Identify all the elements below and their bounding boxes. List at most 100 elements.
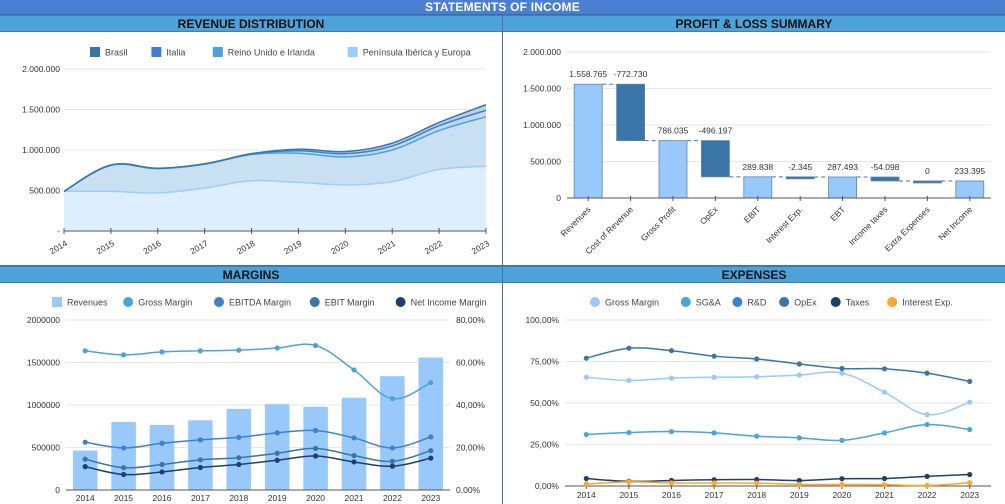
data-point (839, 476, 845, 482)
x-tick-label: Gross Profit (639, 204, 678, 243)
data-point (389, 463, 395, 469)
line-ebitda-margin (85, 429, 432, 449)
x-tick-label: 2018 (229, 493, 248, 503)
x-tick-label: 2016 (662, 490, 681, 500)
area-pen-nsula-ib-rica-y-europa (64, 166, 486, 231)
y-tick-label: - (57, 226, 60, 236)
data-point (159, 440, 165, 446)
waterfall-bar (701, 140, 730, 178)
x-tick-label: 2022 (383, 493, 402, 503)
data-point (668, 348, 675, 354)
waterfall-bar (785, 176, 815, 180)
legend-label: R&D (747, 298, 767, 308)
y-tick-label: 25,00% (530, 440, 559, 450)
x-tick-label: 2023 (470, 238, 492, 256)
legend-label: Brasil (105, 48, 128, 58)
y-tick-label: 1.000.000 (523, 120, 561, 130)
data-point (626, 377, 632, 384)
data-point (351, 367, 357, 373)
revenue-bar (188, 420, 213, 490)
data-point (839, 481, 845, 488)
data-point (626, 429, 632, 436)
data-point (924, 482, 930, 489)
data-point (924, 421, 930, 428)
line-brasil (63, 104, 487, 192)
data-point (274, 345, 280, 351)
x-tick-label: 2016 (141, 238, 163, 256)
data-point (668, 428, 675, 435)
data-point (274, 430, 280, 436)
x-tick-label: Net Income (936, 204, 974, 242)
y-tick-label-right: 80,00% (456, 315, 485, 325)
x-tick-label: 2018 (747, 490, 766, 500)
data-point (159, 349, 165, 355)
data-point (351, 452, 357, 459)
x-tick-label: 2020 (329, 238, 351, 256)
data-point (197, 457, 203, 463)
legend-swatch (830, 297, 841, 307)
waterfall-bar (658, 140, 688, 199)
data-point (924, 370, 930, 376)
data-point (967, 471, 973, 478)
data-point (121, 471, 127, 478)
data-point (82, 464, 88, 470)
x-tick-label: 2014 (76, 493, 95, 503)
x-tick-label: 2015 (95, 238, 117, 256)
data-point (967, 378, 973, 385)
y-tick-label-right: 0,00% (456, 485, 481, 495)
revenue-distribution-title: REVENUE DISTRIBUTION (0, 15, 502, 32)
data-point (711, 480, 717, 486)
line-opex (586, 347, 970, 383)
expenses-title: EXPENSES (503, 266, 1005, 283)
y-tick-label-left: 2000000 (27, 315, 60, 325)
x-tick-label: 2019 (790, 490, 809, 500)
line-taxes (586, 473, 970, 483)
y-tick-label: 2.000.000 (22, 64, 60, 74)
data-point (389, 458, 395, 464)
x-tick-label: 2023 (960, 490, 979, 500)
data-point (159, 461, 165, 468)
data-point (754, 374, 760, 380)
data-point (82, 456, 88, 462)
y-tick-label: 1.000.000 (22, 145, 60, 155)
waterfall-bar (573, 83, 603, 199)
data-label: 1.558.765 (569, 69, 607, 79)
y-tick-label: 2.000.000 (523, 47, 561, 57)
y-tick-label-right: 40,00% (456, 400, 485, 410)
legend-swatch (590, 297, 600, 307)
legend-swatch (347, 47, 358, 57)
line-sg-a (586, 423, 970, 442)
data-point (583, 431, 589, 438)
y-tick-label-left: 0 (55, 485, 60, 495)
data-point (197, 464, 203, 471)
legend-label: OpEx (794, 298, 817, 308)
data-point (881, 475, 888, 482)
data-label: 233.395 (954, 166, 985, 176)
data-point (668, 375, 675, 381)
data-point (967, 426, 973, 433)
x-tick-label: Interest Exp. (764, 204, 805, 245)
line-pen-nsula-ib-rica-y-europa (63, 165, 487, 194)
x-tick-label: 2015 (619, 490, 638, 500)
legend-label: Gross Margin (138, 298, 192, 308)
x-tick-label: 2019 (268, 493, 287, 503)
data-point (881, 366, 888, 372)
data-point (754, 476, 760, 483)
data-label: 287.493 (827, 162, 858, 172)
x-tick-label: 2021 (376, 238, 398, 256)
x-tick-label: 2020 (306, 493, 325, 503)
data-point (197, 437, 203, 443)
legend-label: Gross Margin (605, 298, 659, 308)
data-point (754, 480, 760, 486)
legend-label: Península Ibérica y Europa (363, 48, 471, 58)
data-point (626, 479, 632, 485)
y-tick-label: 0,00% (535, 481, 560, 491)
legend-label: Revenues (67, 298, 108, 308)
data-point (796, 372, 802, 378)
data-point (428, 448, 434, 454)
data-point (583, 481, 589, 487)
legend-swatch (123, 297, 134, 307)
y-tick-label: 0 (556, 193, 561, 203)
revenue-bar (226, 408, 252, 490)
revenue-bar (380, 376, 405, 490)
